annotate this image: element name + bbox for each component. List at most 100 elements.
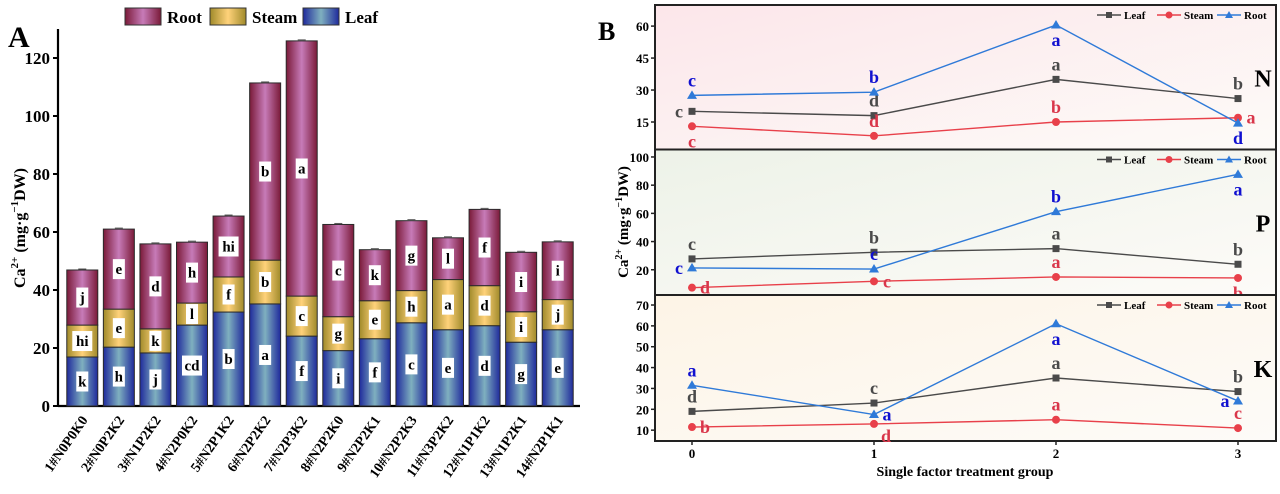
significance-letter-root: b: [869, 67, 879, 87]
data-point-root: [1233, 118, 1243, 127]
data-point-steam: [1052, 272, 1060, 281]
significance-letter: k: [151, 334, 160, 350]
data-point-root: [1233, 395, 1243, 405]
legend-swatch-steam: [209, 7, 247, 26]
y-tick-label: 80: [33, 165, 50, 184]
y-tick-label: 30: [636, 381, 649, 396]
significance-letter: j: [79, 291, 85, 307]
letter-label-bg: [551, 357, 564, 378]
significance-letter: c: [298, 309, 305, 325]
data-point-leaf: [1052, 374, 1060, 382]
legend-label-root: Root: [1244, 155, 1267, 167]
significance-letter-steam: b: [1051, 97, 1061, 117]
series-line-root: [691, 323, 1239, 416]
letter-label-bg: [182, 355, 202, 376]
subplot-letter-n: N: [1254, 66, 1272, 92]
legend-marker-triangle: [1225, 155, 1233, 163]
significance-letter: h: [407, 300, 416, 316]
data-point-leaf: [1052, 245, 1060, 253]
data-point-root: [1051, 206, 1061, 216]
significance-letter-root: c: [688, 70, 696, 90]
letter-label-bg: [218, 236, 239, 257]
significance-letter: a: [298, 161, 306, 177]
letter-label-bg: [149, 330, 162, 351]
legend-swatch-leaf: [302, 7, 340, 26]
legend-marker-square: [1106, 156, 1112, 163]
significance-letter: e: [554, 361, 561, 377]
data-point-steam: [870, 277, 878, 286]
x-tick-label: 0: [689, 446, 696, 461]
significance-letter: i: [336, 371, 340, 387]
legend-swatch-root: [124, 7, 162, 26]
significance-letter-leaf: b: [1233, 239, 1243, 259]
letter-label-bg: [76, 371, 89, 392]
series-line-steam: [691, 419, 1239, 429]
significance-letter-leaf: c: [688, 234, 696, 254]
y-tick-label: 40: [33, 281, 50, 300]
letter-label-bg: [551, 304, 564, 325]
significance-letter-leaf: b: [869, 227, 879, 247]
data-point-root: [687, 380, 697, 389]
significance-letter: f: [482, 241, 488, 257]
significance-letter-steam: d: [881, 426, 891, 446]
significance-letter: f: [299, 364, 305, 380]
significance-letter-leaf: d: [687, 386, 697, 406]
series-line-leaf: [691, 247, 1239, 265]
letter-label-bg: [149, 276, 162, 297]
letter-label-bg: [368, 309, 381, 330]
letter-label-bg: [478, 355, 491, 376]
subplot-frame: [654, 294, 1277, 442]
letter-label-bg: [112, 259, 125, 280]
significance-letter: i: [556, 264, 560, 280]
letter-label-bg: [186, 262, 198, 283]
data-point-root: [687, 90, 697, 99]
legend-marker-circle: [1165, 301, 1173, 309]
y-axis-label: Ca2+ (mg·g−1DW): [614, 166, 632, 278]
significance-letter-root: a: [883, 405, 892, 425]
letter-label-bg: [332, 323, 345, 344]
significance-letter-root: a: [1221, 391, 1230, 411]
y-axis-label: Ca2+ (mg·g−1DW): [9, 168, 29, 288]
significance-letter: k: [371, 268, 380, 284]
data-point-leaf: [1234, 95, 1242, 103]
legend-label-steam: Steam: [1184, 10, 1213, 22]
letter-label-bg: [442, 294, 454, 315]
data-point-steam: [1052, 118, 1060, 127]
significance-letter: j: [554, 308, 560, 324]
legend-marker-square: [1106, 302, 1112, 308]
letter-label-bg: [405, 354, 418, 375]
significance-letter: hi: [222, 240, 235, 256]
data-point-steam: [688, 122, 696, 131]
x-tick-label: 3: [1235, 446, 1242, 461]
significance-letter-steam: a: [1052, 395, 1061, 415]
significance-letter: hi: [76, 334, 89, 350]
significance-letter: c: [408, 357, 415, 373]
x-tick-label: 1: [871, 446, 878, 461]
significance-letter-steam: d: [869, 111, 879, 131]
letter-label-bg: [478, 295, 491, 316]
legend-marker-triangle: [1225, 11, 1233, 18]
data-point-root: [869, 409, 879, 419]
letter-label-bg: [259, 161, 272, 182]
significance-letter-leaf: d: [869, 91, 879, 111]
data-point-steam: [1234, 273, 1242, 282]
letter-label-bg: [222, 284, 235, 305]
y-tick-label: 100: [25, 107, 51, 126]
letter-label-bg: [72, 331, 93, 352]
data-point-leaf: [870, 112, 878, 120]
data-point-steam: [870, 419, 878, 428]
y-tick-label: 30: [636, 83, 649, 98]
significance-letter-steam: a: [1247, 108, 1256, 128]
data-point-leaf: [1234, 260, 1242, 268]
significance-letter: e: [116, 321, 123, 337]
y-tick-label: 20: [33, 339, 50, 358]
data-point-root: [869, 264, 879, 273]
y-tick-label: 60: [636, 19, 649, 34]
letter-label-bg: [222, 349, 235, 370]
y-tick-label: 0: [42, 397, 51, 416]
significance-letter: b: [224, 352, 232, 368]
series-line-root: [691, 173, 1239, 270]
significance-letter-leaf: a: [1052, 54, 1061, 74]
